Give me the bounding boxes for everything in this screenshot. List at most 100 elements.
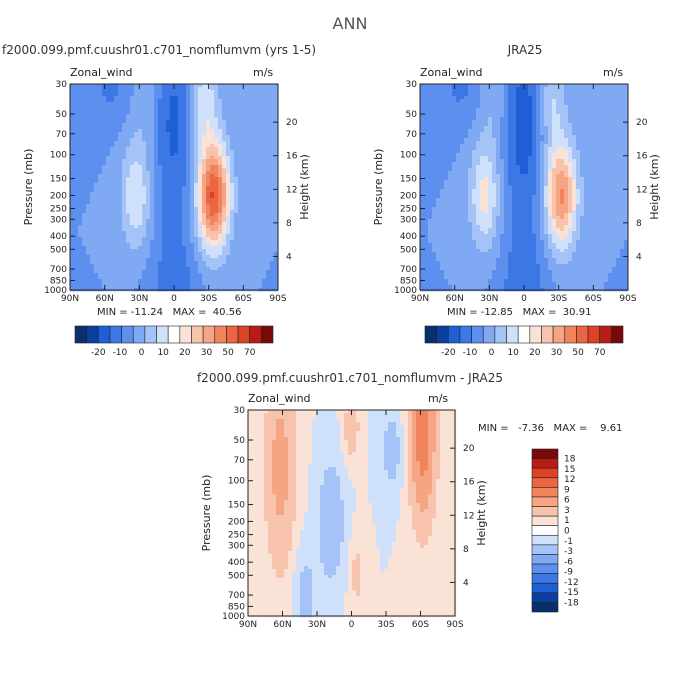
panel1-colorbar: -20 -10 0 10 20 30 50 70 — [74, 325, 274, 358]
panel1-ylabel: Pressure (mb) — [22, 149, 35, 226]
colorbar-label: 1 — [564, 516, 570, 526]
panel1-x-tick-label: 60S — [235, 294, 252, 304]
panel1-y2-tick-label: 12 — [286, 185, 297, 195]
panel3-y-tick-label: 200 — [228, 517, 245, 527]
panel3-y-tick-label: 850 — [228, 602, 245, 612]
panel2-y-tick-label: 150 — [400, 175, 417, 185]
colorbar-label: 9 — [564, 485, 570, 495]
colorbar-swatch — [494, 325, 507, 344]
colorbar-swatch — [531, 458, 559, 469]
colorbar-label: 70 — [594, 348, 606, 358]
colorbar-label: 20 — [529, 348, 541, 358]
panel1-y-tick-label: 70 — [56, 130, 68, 140]
panel3-y2-tick-label: 12 — [463, 511, 474, 521]
panel2-units: m/s — [603, 66, 624, 79]
panel2-x-tick-label: 90S — [619, 294, 636, 304]
colorbar-swatch — [459, 325, 472, 344]
panel1-y-tick-label: 500 — [50, 245, 67, 255]
panel2-y-tick-label: 400 — [400, 232, 417, 242]
colorbar-swatch — [552, 325, 566, 344]
panel1-y-tick-label: 250 — [50, 205, 67, 215]
colorbar-label: -12 — [564, 578, 579, 588]
colorbar-label: 20 — [179, 348, 191, 358]
colorbar-swatch — [74, 325, 87, 344]
panel3-y-tick-label: 150 — [228, 501, 245, 511]
panel3-y-tick-label: 30 — [234, 406, 246, 416]
colorbar-swatch — [144, 325, 157, 344]
colorbar-swatch — [531, 582, 559, 594]
panel1-y-tick-label: 30 — [56, 80, 68, 90]
panel1-y2-tick-label: 4 — [286, 252, 292, 262]
panel3-y-tick-label: 250 — [228, 531, 245, 541]
colorbar-swatch — [97, 325, 111, 344]
colorbar-swatch — [482, 325, 496, 344]
colorbar-swatch — [436, 325, 449, 344]
panel2-colorbar: -20 -10 0 10 20 30 50 70 — [424, 325, 624, 358]
panel2-y-tick-label: 500 — [400, 245, 417, 255]
colorbar-label: 70 — [244, 348, 256, 358]
panel2-y-tick-label: 200 — [400, 191, 417, 201]
colorbar-label: -10 — [113, 348, 128, 358]
panel3-title: f2000.099.pmf.cuushr01.c701_nomflumvm - … — [196, 371, 504, 385]
panel1-y2label: Height (km) — [298, 154, 311, 220]
colorbar-label: 30 — [551, 348, 563, 358]
panel3-field — [248, 410, 457, 618]
colorbar-swatch — [191, 325, 204, 344]
colorbar-label: 12 — [564, 475, 575, 485]
panel2-y-tick-label: 850 — [400, 276, 417, 286]
panel3-min-max: MIN = -7.36 MAX = 9.61 — [478, 423, 623, 434]
colorbar-swatch — [202, 325, 216, 344]
panel3-x-tick-label: 90S — [446, 620, 463, 630]
colorbar-label: 50 — [222, 348, 234, 358]
colorbar-label: -20 — [441, 348, 456, 358]
panel1-y-tick-label: 400 — [50, 232, 67, 242]
colorbar-label: -9 — [564, 568, 573, 578]
panel1-field — [70, 84, 279, 292]
colorbar-label: 6 — [564, 496, 570, 506]
panel2-field — [420, 84, 629, 292]
colorbar-swatch — [506, 325, 519, 344]
panel2-x-tick-label: 60S — [585, 294, 602, 304]
panel2-y2-tick-label: 12 — [636, 185, 647, 195]
panel3-y-tick-label: 50 — [234, 436, 246, 446]
panel2-y2-tick-label: 4 — [636, 252, 642, 262]
panel1-x-tick-label: 30N — [130, 294, 148, 304]
colorbar-swatch — [156, 325, 169, 344]
panel2-x-tick-label: 90N — [411, 294, 429, 304]
colorbar-swatch — [531, 515, 559, 527]
panel3-units: m/s — [428, 392, 449, 405]
colorbar-swatch — [531, 544, 559, 555]
colorbar-label: -18 — [564, 598, 579, 608]
panel3-y-tick-label: 70 — [234, 456, 246, 466]
panel1-units: m/s — [253, 66, 274, 79]
colorbar-label: 30 — [201, 348, 213, 358]
panel2-y-tick-label: 30 — [406, 80, 418, 90]
panel3-x-tick-label: 30S — [377, 620, 394, 630]
panel1-y2-tick-label: 16 — [286, 152, 298, 162]
colorbar-label: -3 — [564, 547, 573, 557]
colorbar-label: 15 — [564, 465, 575, 475]
panel1-x-tick-label: 60N — [96, 294, 114, 304]
colorbar-swatch — [576, 325, 589, 344]
panel1-y-tick-label: 1000 — [44, 286, 67, 296]
colorbar-swatch — [531, 487, 559, 498]
panel3-x-tick-label: 60N — [273, 620, 291, 630]
panel2-y-tick-label: 250 — [400, 205, 417, 215]
colorbar-label: 0 — [489, 348, 495, 358]
colorbar-label: -20 — [91, 348, 106, 358]
panel3-y-tick-label: 400 — [228, 558, 245, 568]
panel1-min-max: MIN = -11.24 MAX = 40.56 — [97, 307, 242, 318]
colorbar-label: 3 — [564, 506, 570, 516]
colorbar-swatch — [587, 325, 601, 344]
panel2-y-tick-label: 300 — [400, 215, 417, 225]
panel1-y-tick-label: 200 — [50, 191, 67, 201]
panel2-y-tick-label: 1000 — [394, 286, 417, 296]
colorbar-swatch — [167, 325, 181, 344]
colorbar-swatch — [531, 525, 559, 536]
colorbar-swatch — [132, 325, 146, 344]
panel2-y-tick-label: 50 — [406, 110, 418, 120]
panel2-x-tick-label: 60N — [446, 294, 464, 304]
panel1-y-tick-label: 850 — [50, 276, 67, 286]
